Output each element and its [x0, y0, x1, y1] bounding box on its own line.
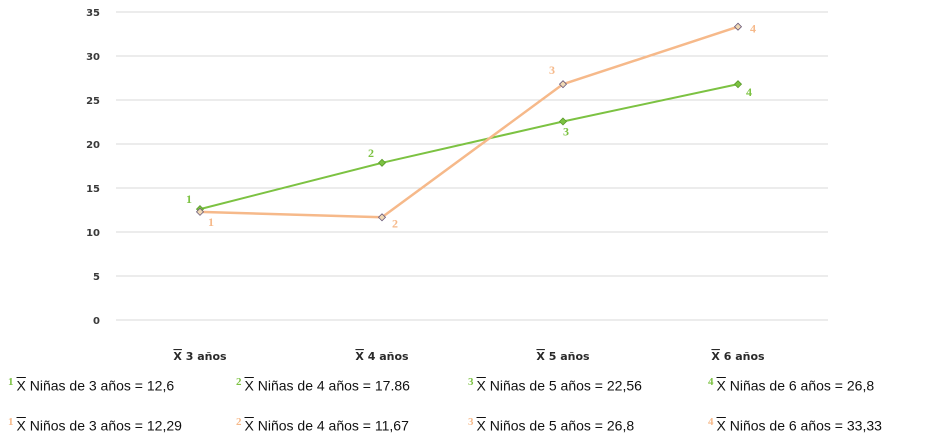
mean-symbol: X: [16, 377, 26, 394]
x-category-label: X 5 años: [536, 350, 590, 363]
legend-text: Niñas de 5 años = 22,56: [489, 377, 642, 394]
mean-symbol: X: [716, 417, 726, 434]
y-tick-label: 20: [86, 140, 100, 151]
y-axis-ticks: 35 30 25 20 15 10 5 0: [86, 8, 100, 327]
grid-lines: [116, 11, 828, 321]
series-line-ninas: [199, 83, 739, 211]
y-tick-label: 5: [93, 272, 100, 283]
data-point-ninas: [733, 80, 743, 89]
point-label-ninas: 2: [368, 146, 374, 160]
data-point-ninos: [195, 207, 205, 216]
point-labels: 1 2 3 4 1 2 3 4: [186, 22, 756, 231]
point-label-ninas: 1: [186, 192, 192, 206]
legend-text: Niños de 4 años = 11,67: [257, 417, 409, 434]
legend-text: Niñas de 4 años = 17.86: [257, 377, 410, 394]
legend-number: 3: [468, 416, 474, 428]
legend-text: Niños de 5 años = 26,8: [489, 417, 635, 434]
series-lines: [199, 25, 739, 219]
point-label-ninos: 2: [392, 216, 398, 230]
legend-text: Niñas de 3 años = 12,6: [29, 377, 175, 394]
x-category-label: X 4 años: [355, 350, 409, 363]
x-axis-categories: X 3 años X 4 años X 5 años X 6 años: [173, 350, 765, 363]
mean-symbol: X: [244, 377, 254, 394]
series-points: [195, 22, 743, 222]
legend-number: 4: [708, 376, 714, 388]
point-label-ninas: 4: [746, 85, 752, 99]
mean-symbol: X: [16, 417, 26, 434]
y-tick-label: 15: [86, 184, 100, 195]
legend-text: Niñas de 6 años = 26,8: [729, 377, 875, 394]
legend-number: 2: [236, 416, 242, 428]
y-tick-label: 35: [86, 8, 100, 19]
y-tick-label: 0: [93, 316, 100, 327]
data-point-ninas: [377, 158, 387, 167]
series-line-ninos: [199, 25, 739, 219]
legend-number: 2: [236, 376, 242, 388]
mean-symbol: X: [476, 417, 486, 434]
y-tick-label: 30: [86, 52, 100, 63]
legend-number: 1: [8, 376, 14, 388]
mean-symbol: X: [476, 377, 486, 394]
data-point-ninos: [558, 80, 568, 89]
legend-number: 4: [708, 416, 714, 428]
point-label-ninos: 1: [208, 215, 214, 229]
legend-number: 3: [468, 376, 474, 388]
point-label-ninos: 4: [750, 22, 756, 36]
legend-text: Niños de 6 años = 33,33: [729, 417, 882, 434]
legend-text: Niños de 3 años = 12,29: [29, 417, 182, 434]
x-category-label: X 6 años: [711, 350, 765, 363]
data-point-ninos: [733, 22, 743, 31]
y-tick-label: 25: [86, 96, 100, 107]
legend-number: 1: [8, 416, 14, 428]
y-tick-label: 10: [86, 228, 100, 239]
mean-symbol: X: [244, 417, 254, 434]
data-point-ninas: [558, 117, 568, 126]
mean-symbol: X: [716, 377, 726, 394]
point-label-ninas: 3: [563, 124, 569, 138]
point-label-ninos: 3: [549, 63, 555, 77]
data-point-ninos: [377, 213, 387, 222]
x-category-label: X 3 años: [173, 350, 227, 363]
